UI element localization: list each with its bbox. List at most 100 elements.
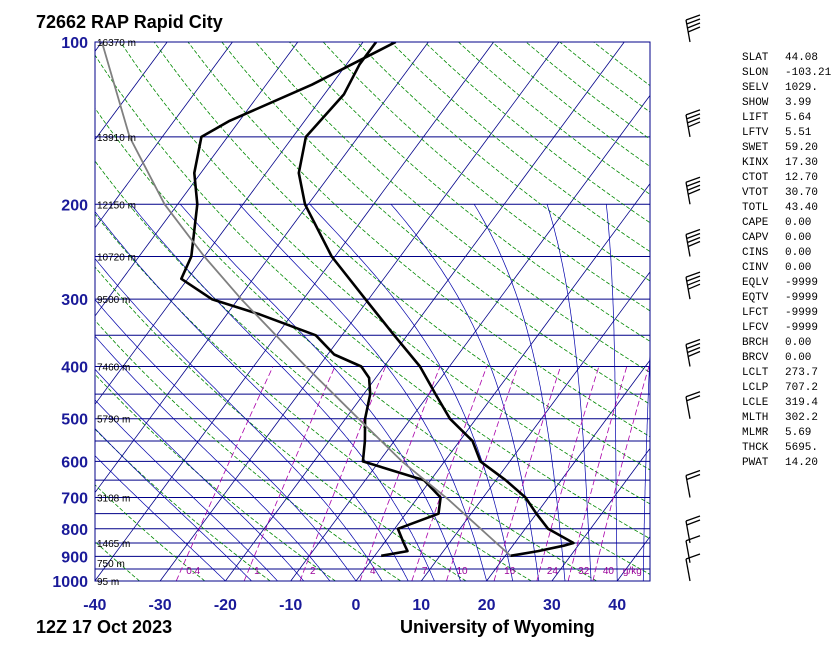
moist-adiabat	[95, 399, 278, 581]
wind-barb-flag	[685, 535, 701, 542]
index-value: 0.00	[785, 232, 811, 244]
wind-barb-flag	[686, 113, 701, 120]
index-value: 0.00	[785, 352, 811, 364]
wind-barb	[685, 14, 701, 43]
wind-barb-flag	[685, 176, 701, 183]
mixing-ratio-label: 10	[456, 566, 468, 577]
dry-adiabat	[95, 160, 597, 581]
mixing-ratio-label: 4	[370, 566, 376, 577]
wind-barb	[685, 176, 701, 205]
height-label: 95 m	[97, 577, 119, 588]
mixing-ratio-label: g/kg	[623, 566, 642, 577]
index-key: EQTV	[742, 292, 769, 304]
index-value: -9999	[785, 292, 818, 304]
height-label: 1465 m	[97, 539, 130, 550]
moist-adiabat	[180, 204, 461, 581]
index-key: LFCT	[742, 307, 769, 319]
dry-adiabat	[153, 42, 650, 471]
dry-adiabat	[95, 319, 401, 581]
index-value: 30.70	[785, 187, 818, 199]
index-key: KINX	[742, 157, 769, 169]
diagram-grid	[0, 42, 650, 581]
temperature-tick-label: 10	[412, 597, 430, 614]
sounding-profiles	[101, 42, 575, 558]
isotherm	[486, 359, 650, 581]
wind-barb-flag	[685, 515, 701, 522]
mixing-ratio-line	[567, 366, 628, 581]
moist-adiabat	[95, 428, 252, 581]
plot-frame	[94, 41, 651, 582]
wind-barb	[685, 469, 701, 498]
index-value: 707.2	[785, 382, 818, 394]
wind-barb	[685, 535, 701, 563]
dry-adiabat	[95, 54, 650, 540]
mixing-ratio-label: 32	[578, 566, 590, 577]
moist-adiabat	[95, 455, 226, 581]
index-value: -9999	[785, 307, 818, 319]
height-label: 5790 m	[97, 415, 130, 426]
index-key: LCLT	[742, 367, 769, 379]
index-key: CAPE	[742, 217, 769, 229]
wind-barb-flag	[687, 240, 701, 248]
isotherm	[0, 42, 37, 581]
index-key: SWET	[742, 142, 769, 154]
isotherm	[420, 271, 650, 581]
index-key: LFTV	[742, 127, 769, 139]
data-source: University of Wyoming	[400, 617, 595, 637]
mixing-ratio-label: 40	[603, 566, 615, 577]
mixing-ratio-label: 7	[422, 566, 428, 577]
index-value: 5.51	[785, 127, 812, 139]
moist-adiabat	[390, 204, 540, 581]
index-value: 44.08	[785, 52, 818, 64]
profile-parcel	[101, 42, 512, 557]
index-value: 273.7	[785, 367, 818, 379]
index-key: CINS	[742, 247, 769, 259]
height-label: 750 m	[97, 559, 125, 570]
index-value: 0.00	[785, 217, 811, 229]
wind-barb-flag	[685, 469, 701, 477]
index-value: -9999	[785, 322, 818, 334]
mixing-ratio-label: 16	[504, 566, 516, 577]
index-key: BRCV	[742, 352, 769, 364]
moist-adiabat	[95, 258, 383, 581]
wind-barb-flag	[686, 342, 701, 350]
index-value: 302.2	[785, 412, 818, 424]
index-key: THCK	[742, 442, 769, 454]
height-label: 9500 m	[97, 295, 130, 306]
mixing-ratio-label: 0.4	[186, 566, 200, 577]
wind-barb-flag	[687, 121, 701, 128]
index-value: 0.00	[785, 337, 811, 349]
chart-title: 72662 RAP Rapid City	[36, 12, 223, 32]
mixing-ratio-label: 2	[310, 566, 316, 577]
profile-dewpoint	[180, 42, 442, 558]
pressure-tick-label: 600	[61, 454, 88, 471]
pressure-tick-label: 100	[61, 35, 88, 52]
isotherm	[95, 42, 364, 405]
isotherm	[95, 42, 168, 141]
dry-adiabat	[95, 428, 271, 581]
index-value: -9999	[785, 277, 818, 289]
mixing-ratio-line	[536, 366, 600, 581]
dry-adiabat	[322, 42, 650, 312]
wind-barb-flag	[685, 338, 701, 346]
isotherm	[551, 447, 650, 581]
mixing-ratio-label: 24	[547, 566, 559, 577]
wind-barb	[685, 109, 701, 138]
mixing-ratio-line	[592, 366, 650, 581]
moist-adiabat	[95, 335, 331, 581]
mixing-ratio-line	[243, 366, 336, 581]
dry-adiabat	[95, 541, 140, 581]
dry-adiabat	[424, 42, 650, 224]
height-label: 3108 m	[97, 494, 130, 505]
isotherm	[290, 94, 650, 581]
height-label: 12150 m	[97, 200, 136, 211]
index-key: LFCV	[742, 322, 769, 334]
wind-barb-flag	[686, 180, 701, 187]
wind-barb-flag	[685, 228, 701, 236]
wind-barb-flag	[686, 18, 701, 25]
index-key: SLAT	[742, 52, 769, 64]
index-value: 0.00	[785, 262, 811, 274]
index-value: -103.21	[785, 67, 832, 79]
pressure-tick-label: 700	[61, 491, 88, 508]
wind-barbs	[685, 14, 701, 582]
